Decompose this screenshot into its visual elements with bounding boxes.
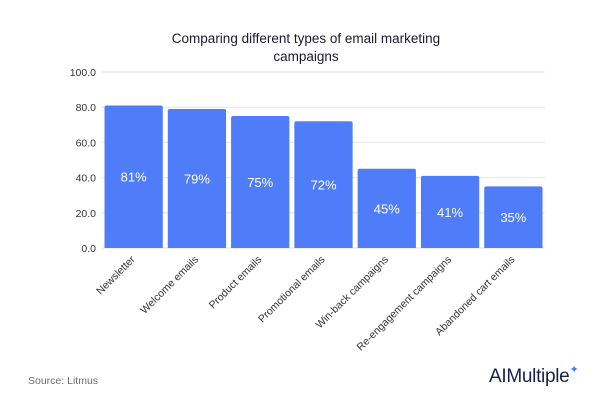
brand-name: AIMultiple	[489, 366, 570, 387]
y-tick-label: 60.0	[76, 137, 97, 149]
data-label: 45%	[374, 201, 400, 216]
x-axis-categories: Newsletter Welcome emails Product emailsPr…	[94, 253, 517, 353]
data-labels: 81% 79% 75% 72% 45% 41% 35%	[121, 170, 527, 225]
bar	[231, 116, 290, 248]
data-label: 79%	[184, 171, 210, 186]
y-axis-ticks: 0.0 20.0 40.0 60.0 80.0 100.0	[70, 67, 96, 255]
chart-title-line-2: campaigns	[273, 49, 339, 64]
bar	[357, 168, 416, 248]
data-label: 75%	[247, 175, 273, 190]
y-tick-label: 40.0	[76, 173, 97, 185]
source-note: Source: Litmus	[28, 375, 99, 387]
brand-logo: AIMultiple✦	[489, 364, 579, 388]
x-category-label: Product emails	[207, 254, 265, 312]
x-category-label: Promotional emails	[256, 254, 328, 326]
bar	[484, 186, 543, 248]
bar	[104, 105, 163, 248]
x-category-label: Newsletter	[94, 253, 138, 297]
y-tick-label: 0.0	[81, 243, 96, 255]
bar	[294, 121, 353, 248]
sparkle-icon: ✦	[569, 364, 579, 376]
chart-title-line-1: Comparing different types of email marke…	[172, 31, 440, 46]
y-tick-label: 80.0	[76, 102, 97, 114]
y-tick-label: 100.0	[70, 67, 96, 79]
bars	[104, 105, 543, 249]
data-label: 41%	[437, 205, 463, 220]
bar	[167, 108, 227, 249]
data-label: 72%	[310, 178, 336, 193]
x-category-label: Welcome emails	[138, 254, 201, 317]
data-label: 35%	[500, 210, 526, 225]
bar	[420, 175, 480, 248]
data-label: 81%	[121, 170, 147, 185]
y-tick-label: 20.0	[76, 208, 97, 220]
